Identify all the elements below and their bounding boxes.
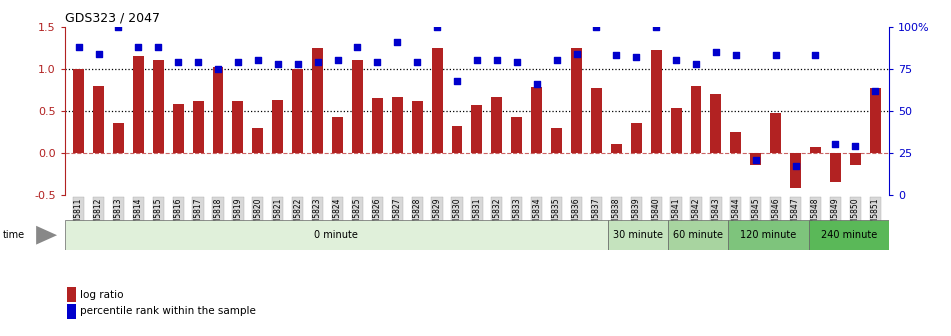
- Point: [788, 164, 804, 169]
- Point: [748, 157, 764, 162]
- Bar: [472, 105, 482, 153]
- Point: [190, 59, 205, 65]
- Point: [728, 53, 744, 58]
- Bar: [870, 88, 881, 153]
- Bar: [412, 101, 422, 153]
- Point: [669, 58, 684, 63]
- Point: [370, 59, 385, 65]
- Bar: [591, 88, 602, 153]
- Point: [330, 58, 345, 63]
- Point: [290, 61, 305, 67]
- Bar: [153, 60, 164, 153]
- Point: [270, 61, 285, 67]
- Text: 0 minute: 0 minute: [314, 230, 359, 240]
- Point: [430, 24, 445, 30]
- Bar: [73, 69, 84, 153]
- Bar: [292, 69, 303, 153]
- Bar: [552, 128, 562, 153]
- Point: [649, 24, 664, 30]
- Bar: [252, 128, 263, 153]
- Text: 240 minute: 240 minute: [821, 230, 877, 240]
- Point: [768, 53, 784, 58]
- Point: [867, 88, 883, 93]
- Point: [489, 58, 504, 63]
- Bar: [808, 220, 889, 250]
- Bar: [710, 94, 722, 153]
- Bar: [850, 153, 861, 166]
- Point: [150, 44, 165, 50]
- Bar: [770, 113, 781, 153]
- Polygon shape: [36, 226, 57, 245]
- Bar: [730, 132, 742, 153]
- Point: [91, 51, 107, 56]
- Bar: [232, 101, 243, 153]
- Point: [549, 58, 564, 63]
- Point: [390, 39, 405, 45]
- Bar: [113, 123, 124, 153]
- Point: [847, 143, 863, 149]
- Point: [230, 59, 245, 65]
- Text: 120 minute: 120 minute: [741, 230, 797, 240]
- Bar: [830, 153, 841, 182]
- Bar: [690, 86, 702, 153]
- Bar: [65, 220, 608, 250]
- Point: [569, 51, 584, 56]
- Point: [111, 24, 126, 30]
- Bar: [728, 220, 808, 250]
- Bar: [670, 108, 682, 153]
- Text: 60 minute: 60 minute: [673, 230, 723, 240]
- Text: 30 minute: 30 minute: [612, 230, 663, 240]
- Text: percentile rank within the sample: percentile rank within the sample: [80, 306, 256, 317]
- Bar: [432, 48, 442, 153]
- Bar: [532, 87, 542, 153]
- Bar: [133, 56, 144, 153]
- Bar: [790, 153, 801, 188]
- Bar: [93, 86, 104, 153]
- Point: [708, 49, 724, 55]
- Bar: [452, 126, 462, 153]
- Bar: [193, 101, 204, 153]
- Bar: [571, 48, 582, 153]
- Point: [469, 58, 484, 63]
- Text: GDS323 / 2047: GDS323 / 2047: [65, 11, 160, 24]
- Point: [410, 59, 425, 65]
- Bar: [650, 50, 662, 153]
- Text: log ratio: log ratio: [80, 290, 124, 300]
- Point: [250, 58, 265, 63]
- Point: [589, 24, 604, 30]
- Point: [827, 142, 843, 147]
- Bar: [810, 147, 821, 153]
- Point: [310, 59, 325, 65]
- Point: [609, 53, 624, 58]
- Point: [130, 44, 146, 50]
- Bar: [212, 67, 223, 153]
- Bar: [332, 117, 343, 153]
- Bar: [392, 97, 402, 153]
- Bar: [512, 117, 522, 153]
- Point: [350, 44, 365, 50]
- Bar: [750, 153, 761, 166]
- Text: time: time: [3, 230, 25, 240]
- Bar: [611, 144, 622, 153]
- Bar: [173, 104, 184, 153]
- Point: [629, 54, 644, 60]
- Bar: [272, 100, 283, 153]
- Bar: [312, 48, 323, 153]
- Bar: [608, 220, 668, 250]
- Bar: [668, 220, 728, 250]
- Bar: [352, 60, 363, 153]
- Point: [210, 66, 225, 72]
- Point: [71, 44, 87, 50]
- Bar: [631, 124, 642, 153]
- Bar: [372, 98, 383, 153]
- Point: [450, 78, 465, 83]
- Point: [689, 61, 704, 67]
- Bar: [492, 97, 502, 153]
- Point: [529, 81, 544, 87]
- Point: [170, 59, 185, 65]
- Point: [808, 53, 824, 58]
- Point: [509, 59, 524, 65]
